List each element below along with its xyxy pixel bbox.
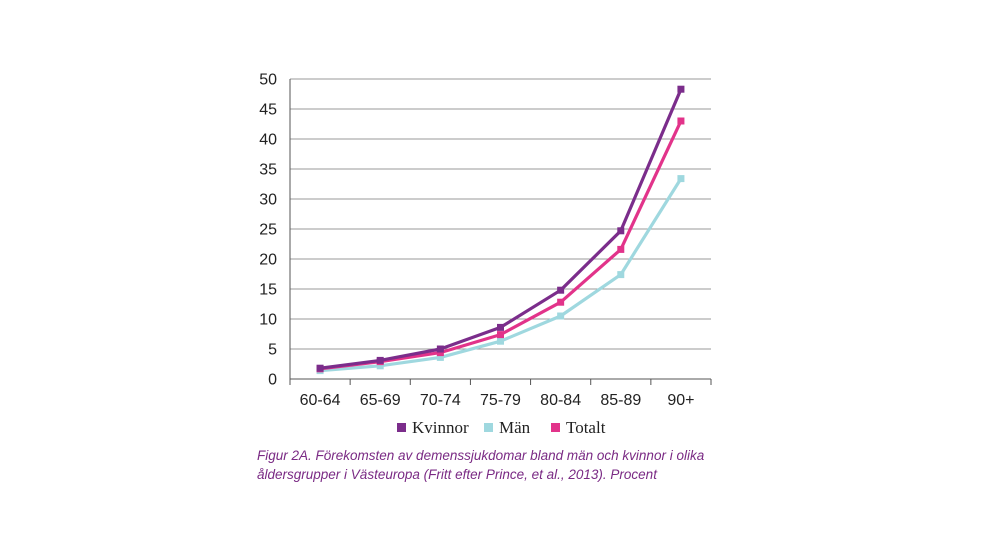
data-point (557, 312, 565, 320)
legend-swatch (484, 423, 493, 432)
data-point (557, 298, 565, 306)
y-tick-label: 15 (259, 282, 277, 299)
legend-swatch (551, 423, 560, 432)
figure-caption: Figur 2A. Förekomsten av demenssjukdomar… (257, 446, 777, 484)
data-point (617, 227, 625, 235)
data-point (677, 175, 685, 183)
data-point (497, 331, 504, 339)
data-point (617, 271, 625, 279)
data-point (436, 349, 444, 357)
caption-line-2: åldersgrupper i Västeuropa (Fritt efter … (257, 467, 657, 482)
x-tick-label: 85-89 (600, 392, 641, 409)
legend-swatch (397, 423, 406, 432)
y-tick-label: 30 (259, 192, 277, 209)
data-point (316, 364, 324, 372)
legend-label: Män (499, 418, 531, 437)
data-point (376, 356, 384, 364)
x-tick-label: 80-84 (540, 392, 581, 409)
x-tick-label: 60-64 (300, 392, 341, 409)
y-tick-label: 5 (268, 342, 277, 359)
data-point (497, 323, 504, 331)
data-point (617, 245, 625, 253)
y-tick-label: 45 (259, 102, 277, 119)
y-tick-label: 25 (259, 222, 277, 239)
data-point (376, 362, 384, 370)
y-tick-label: 20 (259, 252, 277, 269)
data-point (436, 353, 444, 361)
caption-line-1: Figur 2A. Förekomsten av demenssjukdomar… (257, 448, 705, 463)
x-tick-label: 70-74 (420, 392, 461, 409)
data-point (497, 337, 504, 345)
y-tick-label: 50 (259, 72, 277, 89)
x-tick-label: 65-69 (360, 392, 401, 409)
y-tick-label: 35 (259, 162, 277, 179)
x-tick-label: 90+ (667, 392, 694, 409)
data-point (436, 345, 444, 353)
data-point (677, 117, 685, 125)
data-point (677, 85, 685, 93)
y-tick-label: 40 (259, 132, 277, 149)
y-tick-label: 0 (268, 372, 277, 389)
legend-label: Kvinnor (412, 418, 469, 437)
data-point (557, 286, 565, 294)
x-tick-label: 75-79 (480, 392, 521, 409)
y-tick-label: 10 (259, 312, 277, 329)
legend-label: Totalt (566, 418, 606, 437)
